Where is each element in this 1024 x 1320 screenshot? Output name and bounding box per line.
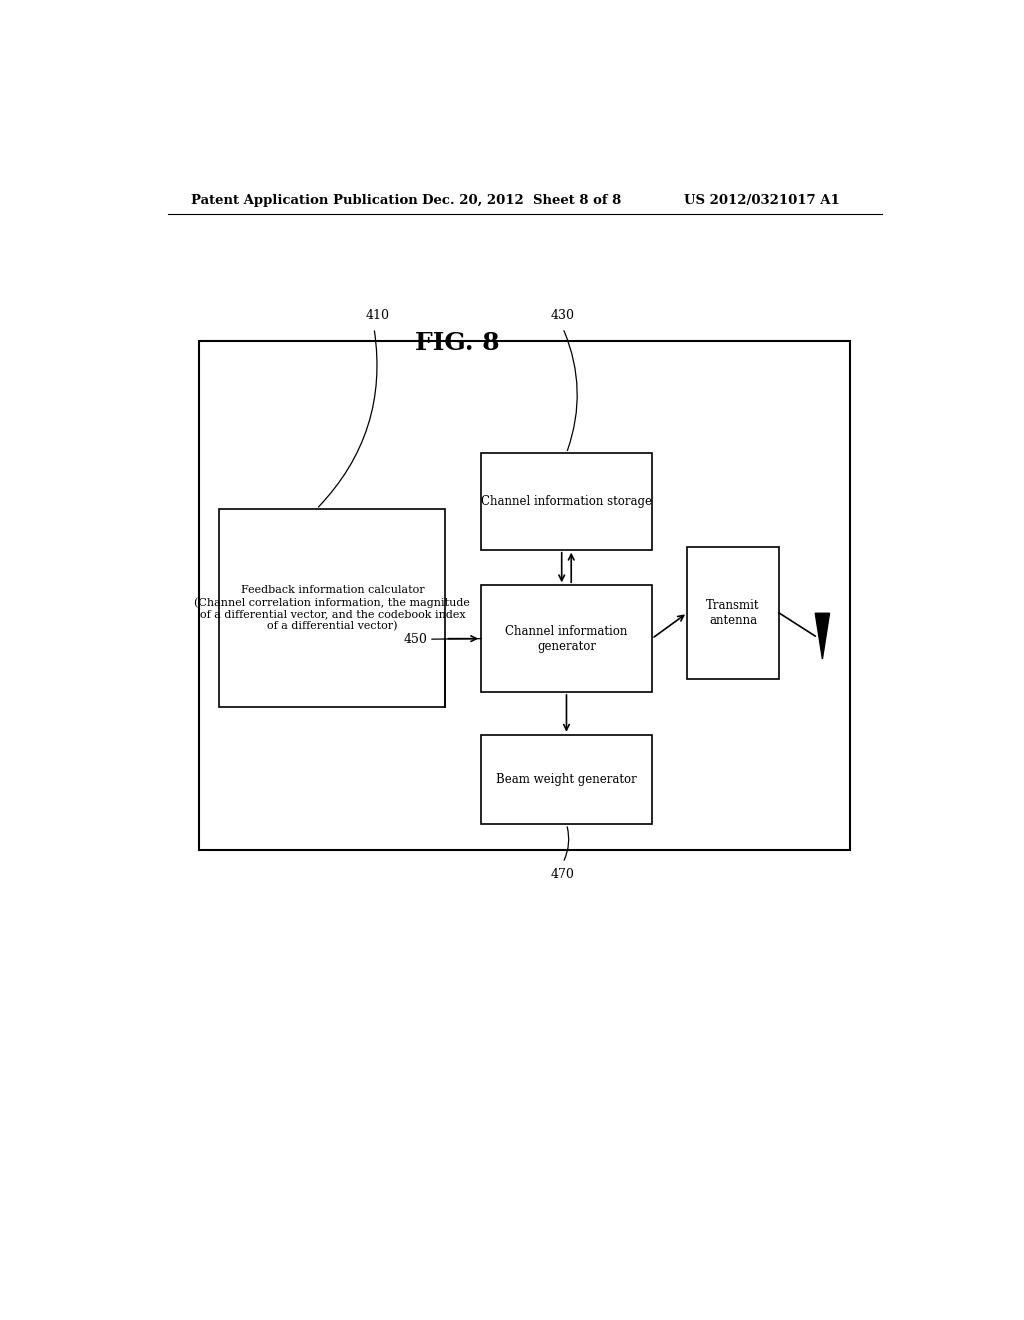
Bar [481,585,652,692]
Bar [481,735,652,824]
Text: Dec. 20, 2012  Sheet 8 of 8: Dec. 20, 2012 Sheet 8 of 8 [422,194,621,207]
Polygon shape [815,614,829,659]
Text: FIG. 8: FIG. 8 [415,331,500,355]
Bar [687,546,778,678]
Text: Patent Application Publication: Patent Application Publication [191,194,418,207]
Text: Channel information storage: Channel information storage [481,495,652,508]
Text: 470: 470 [551,869,574,882]
Text: Channel information
generator: Channel information generator [505,624,628,652]
Text: US 2012/0321017 A1: US 2012/0321017 A1 [684,194,840,207]
Text: 430: 430 [551,309,574,322]
Text: Feedback information calculator
(Channel correlation information, the magnitude
: Feedback information calculator (Channel… [195,585,470,631]
Bar [219,510,445,708]
Text: 450: 450 [404,632,428,645]
Text: Transmit
antenna: Transmit antenna [707,599,760,627]
Text: 410: 410 [366,309,390,322]
Text: Beam weight generator: Beam weight generator [496,774,637,785]
Bar [200,342,850,850]
Bar [481,453,652,549]
